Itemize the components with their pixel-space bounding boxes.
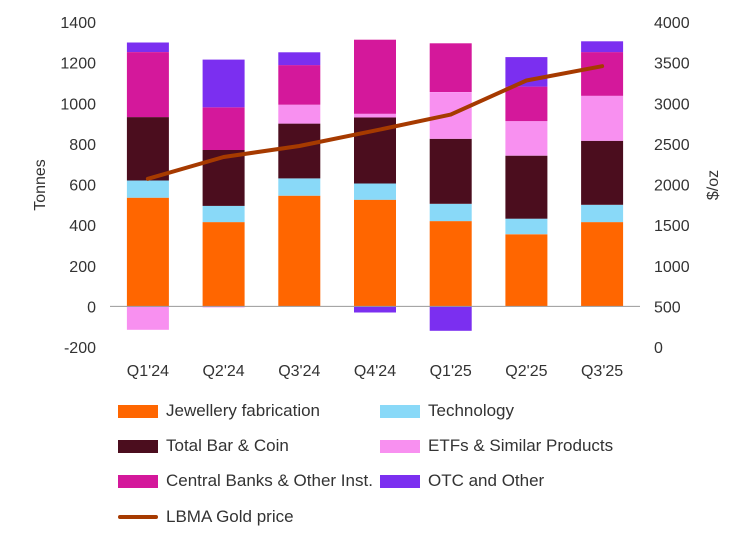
legend-swatch-etfs [380, 439, 420, 453]
bar-segment-1-1 [202, 205, 245, 223]
bar-segment-2-4 [429, 138, 472, 204]
x-tick-label: Q1'25 [430, 363, 472, 380]
y2-tick-label: 1500 [654, 218, 690, 235]
bar-segment-5-2 [278, 52, 321, 66]
bar-segment-4-0 [126, 52, 169, 118]
legend-swatch-jewellery [118, 404, 158, 418]
bar-segment-3-1 [202, 306, 245, 308]
bar-segment-2-0 [126, 117, 169, 181]
y2-tick-label: 500 [654, 299, 681, 316]
y2-tick-label: 3500 [654, 56, 690, 73]
legend-swatch-central-banks [118, 474, 158, 488]
legend-swatch-bar-coin [118, 439, 158, 453]
bar-segment-2-5 [505, 155, 548, 219]
y-tick-label: 200 [69, 259, 96, 276]
legend-label-otc: OTC and Other [428, 471, 545, 490]
bar-segment-5-1 [202, 59, 245, 108]
bar-segment-0-0 [126, 197, 169, 307]
y2-tick-label: 0 [654, 340, 663, 357]
bar-segment-0-2 [278, 195, 321, 307]
legend-item-jewellery: Jewellery fabrication [118, 401, 320, 421]
y-axis-title: Tonnes [32, 159, 49, 211]
legend-label-technology: Technology [428, 401, 515, 420]
legend-item-central-banks: Central Banks & Other Inst. [118, 471, 373, 491]
bar-segment-3-6 [581, 95, 624, 141]
x-axis-ticks: Q1'24 Q2'24 Q3'24 Q4'24 Q1'25 Q2'25 Q3'25 [127, 363, 623, 380]
bar-segment-5-0 [126, 42, 169, 52]
y2-axis-title: $/oz [705, 170, 722, 200]
y-tick-label: 1200 [60, 56, 96, 73]
bar-segment-3-2 [278, 104, 321, 124]
y-tick-label: -200 [64, 340, 96, 357]
legend-label-etfs: ETFs & Similar Products [428, 436, 614, 455]
bar-segment-5-4 [429, 306, 472, 331]
bar-segment-4-3 [354, 39, 396, 114]
price-line-layer [145, 64, 605, 181]
y-tick-label: 800 [69, 137, 96, 154]
y2-tick-label: 4000 [654, 15, 690, 32]
bar-segment-2-2 [278, 123, 321, 179]
bar-segment-2-6 [581, 140, 624, 205]
gold-price-line [145, 64, 605, 181]
bar-segment-4-5 [505, 86, 548, 122]
legend-label-bar-coin: Total Bar & Coin [166, 436, 289, 455]
legend-item-gold-price: LBMA Gold price [118, 507, 294, 527]
x-tick-label: Q1'24 [127, 363, 169, 380]
legend-label-gold-price: LBMA Gold price [166, 507, 294, 526]
y-tick-label: 1400 [60, 15, 96, 32]
y-tick-label: 400 [69, 218, 96, 235]
bar-segment-0-3 [354, 199, 396, 307]
bar-segment-0-6 [581, 222, 624, 307]
x-tick-label: Q2'25 [505, 363, 547, 380]
y-tick-label: 600 [69, 178, 96, 195]
legend: Jewellery fabrication Technology Total B… [0, 390, 748, 540]
legend-swatch-technology [380, 404, 420, 418]
bar-segment-5-3 [354, 306, 396, 313]
legend-item-etfs: ETFs & Similar Products [380, 436, 613, 456]
legend-label-central-banks: Central Banks & Other Inst. [166, 471, 373, 490]
bar-segment-0-5 [505, 234, 548, 307]
y2-axis-ticks: 4000 3500 3000 2500 2000 1500 1000 500 0 [654, 15, 690, 357]
bar-segment-4-6 [581, 52, 624, 96]
x-tick-label: Q4'24 [354, 363, 396, 380]
y-tick-label: 0 [87, 299, 96, 316]
bar-segment-4-1 [202, 107, 245, 150]
x-tick-label: Q3'24 [278, 363, 320, 380]
legend-item-bar-coin: Total Bar & Coin [118, 436, 289, 456]
bar-segment-0-4 [429, 221, 472, 307]
bar-segment-0-1 [202, 222, 245, 307]
bar-segment-4-4 [429, 43, 472, 92]
bar-segment-1-0 [126, 180, 169, 198]
y2-tick-label: 3000 [654, 96, 690, 113]
legend-item-technology: Technology [380, 401, 514, 421]
bar-segment-3-0 [126, 306, 169, 330]
bar-segment-4-2 [278, 65, 321, 105]
legend-swatch-gold-price [118, 515, 158, 519]
legend-item-otc: OTC and Other [380, 471, 544, 491]
bar-segment-3-3 [354, 113, 396, 118]
x-tick-label: Q2'24 [202, 363, 244, 380]
x-tick-label: Q3'25 [581, 363, 623, 380]
y-axis-ticks: 1400 1200 1000 800 600 400 200 0 -200 [60, 15, 96, 357]
bar-segment-3-5 [505, 121, 548, 156]
bar-segment-1-5 [505, 218, 548, 235]
y-tick-label: 1000 [60, 96, 96, 113]
y2-tick-label: 1000 [654, 259, 690, 276]
y2-tick-label: 2000 [654, 178, 690, 195]
bar-segment-1-2 [278, 178, 321, 196]
legend-label-jewellery: Jewellery fabrication [166, 401, 321, 420]
y2-tick-label: 2500 [654, 137, 690, 154]
bars-layer [126, 39, 624, 331]
bar-segment-1-3 [354, 183, 396, 200]
bar-segment-1-6 [581, 204, 624, 223]
bar-segment-1-4 [429, 203, 472, 222]
legend-swatch-otc [380, 474, 420, 488]
bar-segment-5-6 [581, 41, 624, 53]
